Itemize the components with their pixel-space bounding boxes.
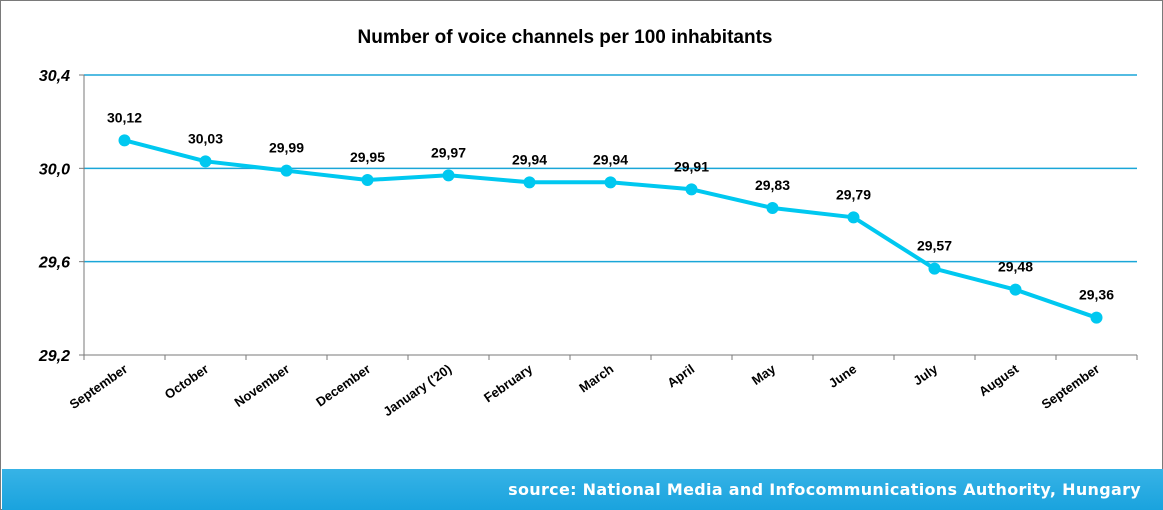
data-label: 29,36 <box>1079 287 1114 303</box>
data-point <box>604 176 617 189</box>
x-tick-label: June <box>826 361 859 391</box>
source-caption: source: National Media and Infocommunica… <box>508 480 1141 499</box>
data-point <box>1090 311 1103 324</box>
x-tick-label: July <box>910 361 941 389</box>
x-tick-label: February <box>481 361 536 406</box>
data-point <box>523 176 536 189</box>
y-tick-label: 29,2 <box>38 348 70 365</box>
y-tick-label: 30,0 <box>39 161 70 178</box>
data-label: 29,57 <box>917 238 952 254</box>
data-label: 29,95 <box>350 149 385 165</box>
data-point <box>118 134 131 147</box>
data-point <box>685 183 698 196</box>
data-point <box>766 202 779 214</box>
data-points <box>118 134 1103 324</box>
source-bar: source: National Media and Infocommunica… <box>2 469 1163 510</box>
axes <box>79 74 1138 360</box>
data-label: 30,12 <box>107 109 142 125</box>
data-point <box>1009 283 1022 296</box>
data-point <box>280 164 293 177</box>
data-label: 29,97 <box>431 144 466 160</box>
data-label: 29,91 <box>674 158 709 174</box>
y-tick-labels: 29,2 29,6 30,0 30,4 <box>38 68 70 365</box>
x-tick-label: October <box>162 361 211 402</box>
y-tick-label: 29,6 <box>38 255 70 272</box>
x-tick-label: August <box>976 361 1022 399</box>
y-tick-label: 30,4 <box>39 68 70 85</box>
data-label: 29,79 <box>836 186 871 202</box>
x-tick-label: January ('20) <box>380 361 454 419</box>
x-tick-label: December <box>313 361 373 409</box>
data-point <box>442 169 455 182</box>
x-tick-label: September <box>67 361 131 412</box>
x-tick-labels: September October November December January … <box>67 361 1103 419</box>
gridlines <box>84 74 1137 263</box>
data-labels: 30,12 30,03 29,99 29,95 29,97 29,94 29,94 29,91… <box>107 109 1114 302</box>
data-label: 29,83 <box>755 177 790 193</box>
data-point <box>928 262 941 275</box>
data-label: 30,03 <box>188 130 223 146</box>
data-label: 29,94 <box>512 151 547 167</box>
x-tick-label: September <box>1039 361 1103 412</box>
data-point <box>361 174 374 186</box>
data-label: 29,94 <box>593 151 628 167</box>
data-label: 29,99 <box>269 140 304 156</box>
line-chart: Number of voice channels per 100 inhabit… <box>38 27 1138 419</box>
data-point <box>199 155 212 168</box>
x-tick-label: May <box>749 361 779 388</box>
x-tick-label: April <box>664 361 697 390</box>
chart-title: Number of voice channels per 100 inhabit… <box>358 27 773 48</box>
data-point <box>847 211 860 224</box>
x-tick-label: November <box>232 361 293 410</box>
data-label: 29,48 <box>998 259 1033 275</box>
x-tick-label: March <box>576 361 616 395</box>
